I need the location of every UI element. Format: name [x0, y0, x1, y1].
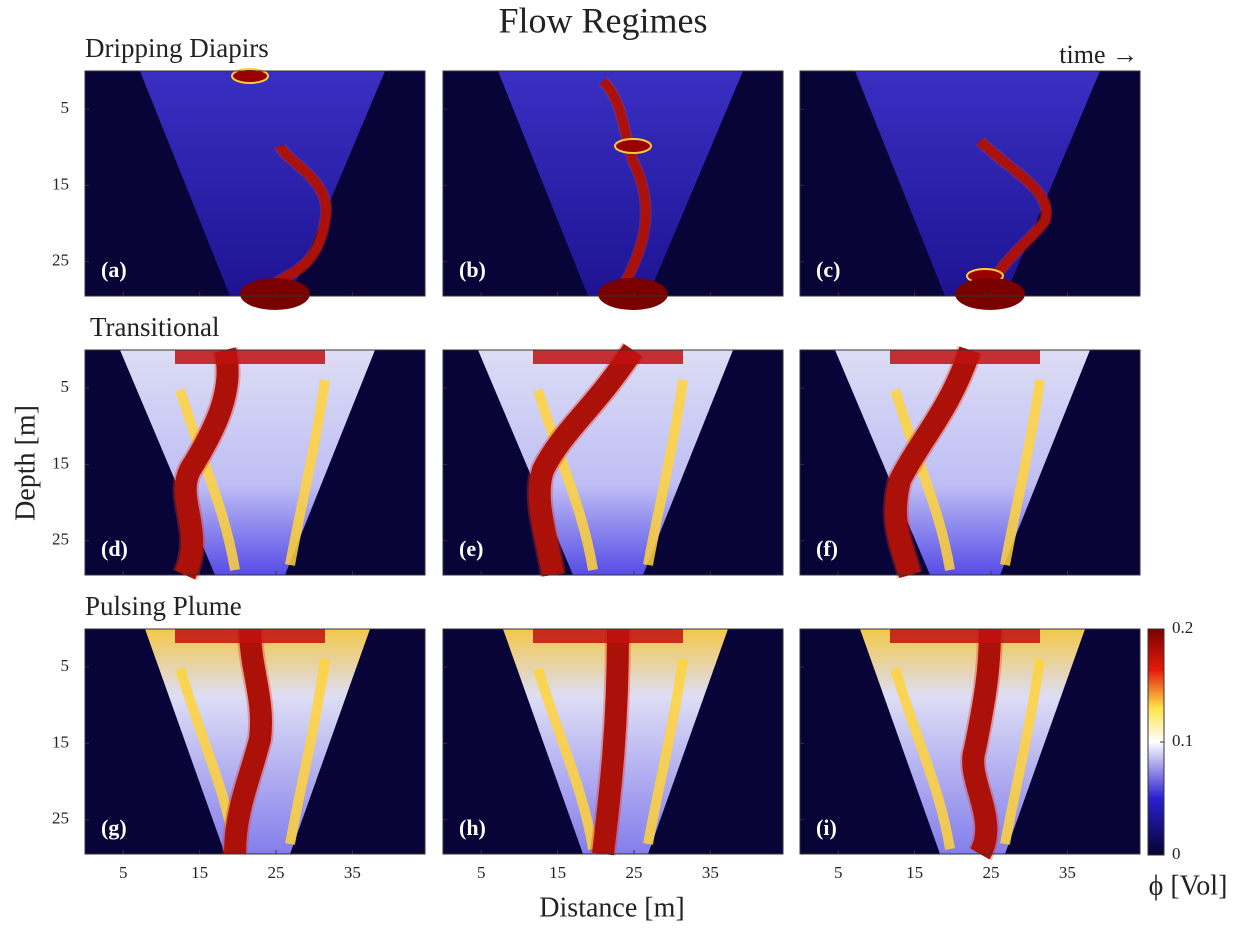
plume [592, 628, 629, 856]
plume-edge [526, 342, 644, 578]
y-tick-label: 5 [61, 377, 70, 396]
y-tick-label: 15 [52, 453, 69, 472]
mixing-region [140, 71, 385, 296]
x-axis-label: Distance [m] [539, 892, 684, 923]
x-tick-label: 35 [1059, 863, 1076, 882]
plume-edge [222, 628, 274, 855]
x-tick-label: 5 [477, 863, 486, 882]
plume [976, 137, 1051, 298]
yellow-streak [890, 658, 1045, 850]
y-tick-label: 15 [52, 174, 69, 193]
yellow-streak [533, 379, 688, 571]
panel-label: (f) [816, 536, 838, 561]
diapir [240, 278, 310, 310]
top-layer [890, 629, 1040, 643]
x-tick-label: 15 [191, 863, 208, 882]
panel-label: (e) [459, 536, 483, 561]
colorbar-tick-label: 0.1 [1172, 731, 1193, 750]
y-tick-label: 5 [61, 656, 70, 675]
plume [224, 628, 272, 855]
panel: (e) [442, 342, 784, 578]
panel-frame [799, 628, 1141, 855]
panel-frame [84, 70, 426, 297]
x-tick-label: 5 [834, 863, 843, 882]
colorbar-tick-label: 0.2 [1172, 618, 1193, 637]
panel-frame [84, 628, 426, 855]
mixing-region [855, 71, 1100, 296]
y-tick-label: 25 [52, 809, 69, 828]
yellow-streak [533, 658, 688, 850]
diapir [955, 278, 1025, 310]
panel-frame [799, 349, 1141, 576]
yellow-streak [175, 379, 330, 571]
panel-label: (d) [101, 536, 128, 561]
top-layer [890, 350, 1040, 364]
panel-label: (a) [101, 257, 127, 282]
panel: (a) [84, 68, 426, 310]
y-axis-label: Depth [m] [10, 405, 41, 521]
panel: (d) [84, 346, 426, 581]
time-label: time → [1059, 40, 1138, 69]
plume-edge [172, 346, 241, 581]
colorbar-label: ϕ [Vol] [1149, 870, 1228, 901]
panel-label: (c) [816, 257, 840, 282]
row-title: Dripping Diapirs [85, 33, 269, 63]
plume-edge [590, 628, 631, 856]
panel-frame [84, 349, 426, 576]
panel-label: (i) [816, 815, 837, 840]
y-tick-label: 25 [52, 530, 69, 549]
plume-edge [960, 628, 1003, 861]
x-tick-label: 5 [119, 863, 128, 882]
panel: (b) [442, 70, 784, 310]
x-tick-label: 25 [626, 863, 643, 882]
top-layer [533, 350, 683, 364]
plume-edge [598, 76, 652, 299]
x-tick-label: 15 [549, 863, 566, 882]
panel-frame [442, 628, 784, 855]
panel-frame [799, 70, 1141, 297]
panel-label: (b) [459, 257, 486, 282]
top-layer [175, 629, 325, 643]
x-tick-label: 35 [702, 863, 719, 882]
panel: (f) [799, 345, 1141, 579]
plume-edge [975, 136, 1053, 299]
plume-edge [882, 345, 983, 579]
plume [174, 347, 239, 580]
diapir [614, 138, 652, 154]
diapir [231, 68, 269, 84]
y-tick-label: 5 [61, 98, 70, 117]
plume [962, 628, 1001, 860]
yellow-streak [890, 379, 1045, 571]
mixing-region [498, 71, 743, 296]
diapir [598, 278, 668, 310]
colorbar-tick-label: 0 [1172, 844, 1181, 863]
plume [599, 77, 651, 299]
panel: (h) [442, 628, 784, 856]
title: Flow Regimes [498, 0, 707, 40]
panel-frame [442, 70, 784, 297]
y-tick-label: 15 [52, 732, 69, 751]
panel-frame [442, 349, 784, 576]
panel: (g) [84, 628, 426, 855]
panel: (c) [799, 70, 1141, 310]
row-title: Pulsing Plume [85, 591, 242, 621]
panel: (i) [799, 628, 1141, 861]
y-tick-label: 25 [52, 251, 69, 270]
top-layer [175, 350, 325, 364]
x-tick-label: 15 [906, 863, 923, 882]
x-tick-label: 25 [983, 863, 1000, 882]
plume [884, 346, 981, 579]
panel-label: (g) [101, 815, 127, 840]
row-title: Transitional [90, 312, 220, 342]
x-tick-label: 35 [344, 863, 361, 882]
plume [528, 343, 643, 577]
panel-label: (h) [459, 815, 486, 840]
x-tick-label: 25 [268, 863, 285, 882]
top-layer [533, 629, 683, 643]
